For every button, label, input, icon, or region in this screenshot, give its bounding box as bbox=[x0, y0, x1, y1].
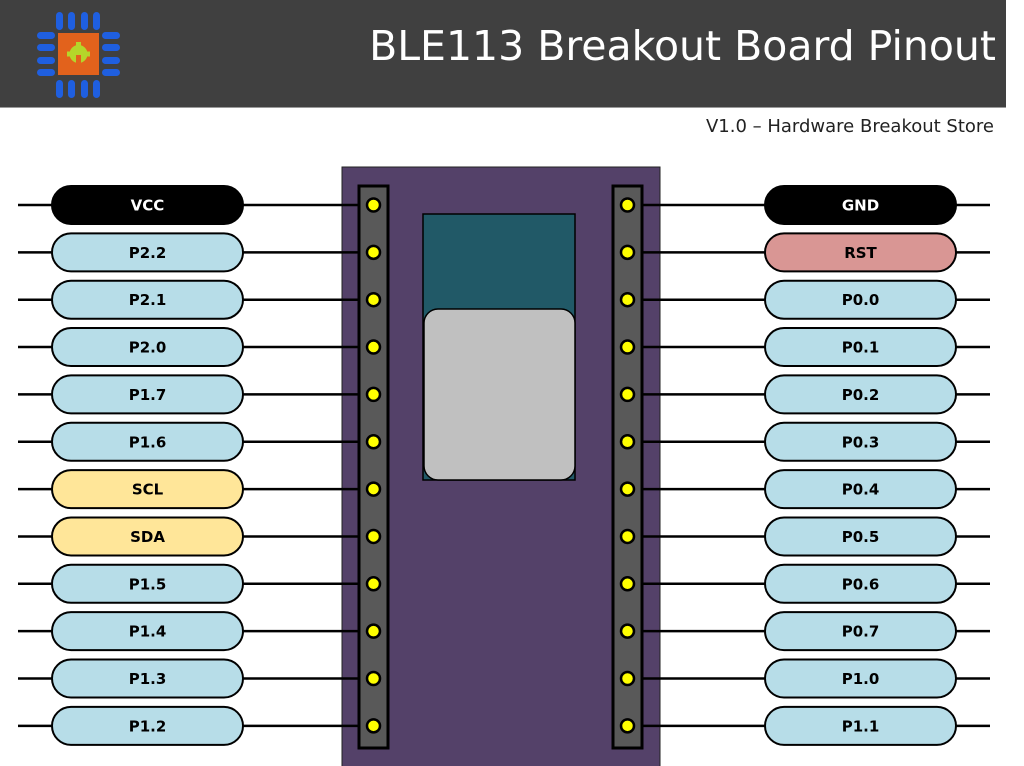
pin-label-p1-6 bbox=[51, 421, 244, 462]
pin-hole bbox=[619, 386, 636, 403]
pin-label-p1-7 bbox=[51, 374, 244, 415]
pin-label-p0-6 bbox=[764, 563, 957, 604]
pin-label-p0-4 bbox=[764, 469, 957, 510]
pin-hole bbox=[365, 291, 382, 308]
pin-label-p0-1 bbox=[764, 327, 957, 368]
pin-label-p1-1 bbox=[764, 705, 957, 746]
pin-hole bbox=[619, 481, 636, 497]
pin-label-p1-0 bbox=[764, 658, 957, 699]
pin-label-text: P0.5 bbox=[842, 528, 880, 546]
ble-module-chip bbox=[423, 308, 576, 481]
pin-label-text: P1.6 bbox=[129, 433, 167, 451]
pin-label-sda bbox=[51, 516, 244, 557]
pin-label-text: P1.5 bbox=[129, 575, 167, 593]
pin-hole bbox=[365, 386, 382, 403]
chip-gear-logo-icon bbox=[37, 12, 120, 98]
pin-label-text: RST bbox=[844, 244, 877, 262]
pin-label-text: P1.4 bbox=[129, 623, 167, 641]
pin-label-p0-0 bbox=[764, 279, 957, 320]
pin-label-text: P0.0 bbox=[842, 291, 880, 309]
pin-hole bbox=[619, 670, 636, 687]
pin-hole bbox=[619, 623, 636, 639]
pin-label-p0-3 bbox=[764, 421, 957, 462]
left-pin-header bbox=[357, 184, 390, 750]
pin-hole bbox=[365, 670, 382, 687]
pin-label-text: P1.3 bbox=[129, 670, 167, 688]
pin-label-text: P0.1 bbox=[842, 339, 880, 357]
pin-hole bbox=[619, 528, 636, 545]
pin-label-p1-4 bbox=[51, 611, 244, 652]
pin-label-text: P2.1 bbox=[129, 291, 167, 309]
pin-label-text: P1.2 bbox=[129, 717, 167, 735]
pin-hole bbox=[619, 244, 636, 261]
pin-label-text: SCL bbox=[132, 481, 164, 499]
pin-label-p1-5 bbox=[51, 563, 244, 604]
pin-label-p2-0 bbox=[51, 327, 244, 368]
pin-hole bbox=[365, 623, 382, 639]
pin-label-text: P0.6 bbox=[842, 575, 880, 593]
pin-label-rst bbox=[764, 232, 957, 273]
page-title: BLE113 Breakout Board Pinout bbox=[369, 22, 996, 70]
header-bar: BLE113 Breakout Board Pinout bbox=[0, 0, 1006, 108]
pin-label-p0-2 bbox=[764, 374, 957, 415]
pin-label-p1-3 bbox=[51, 658, 244, 699]
pin-label-text: P1.0 bbox=[842, 670, 880, 688]
pin-label-p0-7 bbox=[764, 611, 957, 652]
pin-hole bbox=[365, 434, 382, 450]
pin-label-p0-5 bbox=[764, 516, 957, 557]
page-subtitle: V1.0 – Hardware Breakout Store bbox=[705, 116, 994, 137]
pin-hole bbox=[619, 576, 636, 592]
pin-label-text: SDA bbox=[130, 528, 165, 546]
pin-label-text: GND bbox=[842, 197, 879, 215]
pin-label-text: P0.2 bbox=[842, 386, 880, 404]
pin-hole bbox=[365, 244, 382, 261]
pin-label-gnd bbox=[764, 185, 957, 225]
pin-label-p2-1 bbox=[51, 279, 244, 320]
pin-hole bbox=[619, 339, 636, 355]
pin-label-scl bbox=[51, 469, 244, 510]
pin-label-text: P1.1 bbox=[842, 717, 880, 735]
pin-label-text: P0.3 bbox=[842, 433, 880, 451]
pin-hole bbox=[365, 576, 382, 592]
right-pin-header bbox=[611, 184, 644, 750]
pin-label-text: VCC bbox=[131, 197, 165, 215]
pin-label-text: P1.7 bbox=[129, 386, 167, 404]
pin-hole bbox=[619, 718, 636, 734]
pin-hole bbox=[619, 197, 636, 213]
pin-label-p2-2 bbox=[51, 232, 244, 273]
pin-hole bbox=[365, 197, 382, 213]
pin-label-text: P2.2 bbox=[129, 244, 167, 262]
pin-hole bbox=[365, 528, 382, 545]
pin-label-text: P0.4 bbox=[842, 481, 880, 499]
pin-label-text: P2.0 bbox=[129, 339, 167, 357]
pin-hole bbox=[365, 339, 382, 355]
pin-label-text: P0.7 bbox=[842, 623, 880, 641]
pin-hole bbox=[365, 718, 382, 734]
pin-hole bbox=[619, 434, 636, 450]
pin-hole bbox=[619, 291, 636, 308]
pin-label-p1-2 bbox=[51, 705, 244, 746]
pin-label-vcc bbox=[51, 185, 244, 225]
pin-hole bbox=[365, 481, 382, 497]
